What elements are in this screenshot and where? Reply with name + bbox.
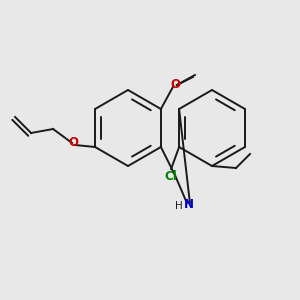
- Text: O: O: [170, 77, 180, 91]
- Text: H: H: [175, 201, 183, 211]
- Text: N: N: [184, 197, 194, 211]
- Text: Cl: Cl: [165, 170, 178, 184]
- Text: O: O: [68, 136, 78, 148]
